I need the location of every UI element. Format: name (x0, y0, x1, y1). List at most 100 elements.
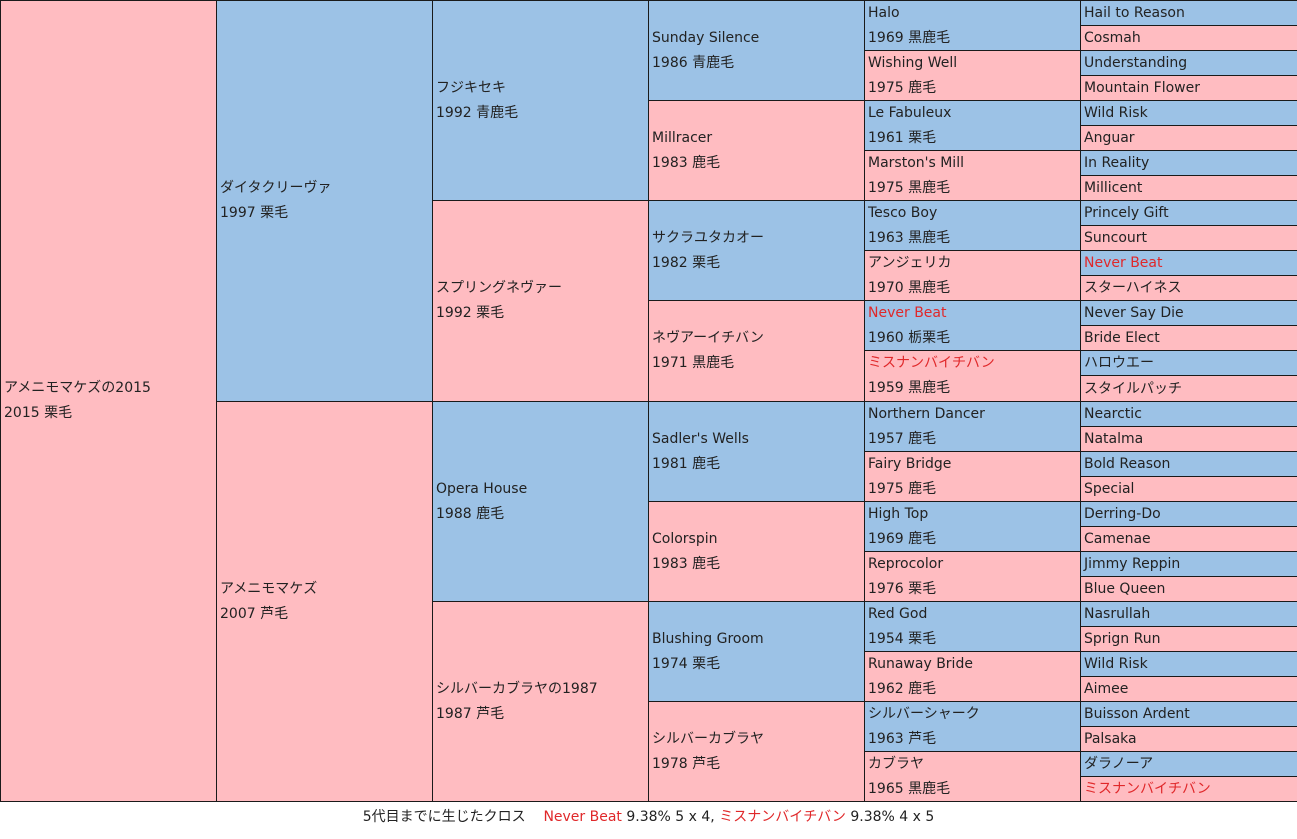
horse-name: In Reality (1084, 155, 1150, 171)
horse-birth-color: 1992 栗毛 (436, 305, 505, 321)
horse-name: Nearctic (1084, 406, 1142, 422)
pedigree-cell-gen5: Nasrullah (1080, 601, 1297, 627)
pedigree-cell-gen3: サクラユタカオー 1982 栗毛 (648, 200, 865, 301)
pedigree-cell-gen2: フジキセキ 1992 青鹿毛 (432, 0, 649, 201)
horse-name: Tesco Boy (868, 205, 938, 221)
horse-name: Nasrullah (1084, 606, 1151, 622)
pedigree-cell-gen4: ミスナンバイチバン 1959 黒鹿毛 (864, 350, 1081, 402)
horse-birth-color: 1957 鹿毛 (868, 431, 937, 447)
horse-birth-color: 1954 栗毛 (868, 631, 937, 647)
horse-name: シルバーカブラヤ (652, 730, 764, 747)
pedigree-cell-gen2: Opera House 1988 鹿毛 (432, 401, 649, 602)
horse-birth-color: 1987 芦毛 (436, 705, 505, 722)
horse-name: フジキセキ (436, 79, 506, 96)
horse-name: Fairy Bridge (868, 456, 952, 472)
horse-name: Sunday Silence (652, 29, 760, 46)
horse-name: Wild Risk (1084, 105, 1148, 121)
pedigree-cell-gen3: Sunday Silence 1986 青鹿毛 (648, 0, 865, 101)
horse-birth-color: 1975 鹿毛 (868, 481, 937, 497)
pedigree-cell-gen3: シルバーカブラヤ 1978 芦毛 (648, 701, 865, 802)
pedigree-cell-gen4: Wishing Well 1975 鹿毛 (864, 50, 1081, 101)
horse-name: High Top (868, 506, 929, 522)
pedigree-cell-gen5: Bold Reason (1080, 451, 1297, 477)
cross-summary: 5代目までに生じたクロス Never Beat 9.38% 5 x 4, ミスナ… (0, 806, 1297, 828)
pedigree-cell-gen4: Northern Dancer 1957 鹿毛 (864, 401, 1081, 452)
horse-name: Wild Risk (1084, 656, 1148, 672)
horse-name: Red God (868, 606, 928, 622)
horse-birth-color: 1965 黒鹿毛 (868, 781, 951, 797)
horse-birth-color: 1981 鹿毛 (652, 455, 721, 472)
horse-birth-color: 1978 芦毛 (652, 755, 721, 772)
horse-name: Mountain Flower (1084, 80, 1200, 96)
horse-name: ネヴアーイチバン (652, 330, 764, 346)
horse-name: Colorspin (652, 530, 718, 547)
pedigree-cell-gen5: Princely Gift (1080, 200, 1297, 226)
pedigree-cell-gen4: Marston's Mill 1975 黒鹿毛 (864, 150, 1081, 201)
pedigree-cell-gen3: Millracer 1983 鹿毛 (648, 100, 865, 201)
pedigree-chart: アメニモマケズの2015 2015 栗毛 ダイタクリーヴァ 1997 栗毛 アメニモマケ… (0, 0, 1297, 802)
horse-birth-color: 1960 栃栗毛 (868, 330, 951, 346)
pedigree-cell-gen5: Anguar (1080, 125, 1297, 151)
horse-name: Northern Dancer (868, 406, 985, 422)
pedigree-cell-gen3: Sadler's Wells 1981 鹿毛 (648, 401, 865, 502)
pedigree-cell-gen5: Never Say Die (1080, 300, 1297, 326)
horse-name: ダラノーア (1084, 756, 1154, 772)
cross-horse-name: Never Beat (543, 809, 622, 825)
horse-name: Sadler's Wells (652, 430, 749, 447)
horse-birth-color: 1971 黒鹿毛 (652, 355, 735, 371)
pedigree-cell-gen5: Palsaka (1080, 726, 1297, 752)
pedigree-cell-gen5: Blue Queen (1080, 576, 1297, 602)
pedigree-cell-gen5: ミスナンバイチバン (1080, 776, 1297, 802)
horse-name: サクラユタカオー (652, 229, 764, 246)
horse-birth-color: 1986 青鹿毛 (652, 54, 735, 71)
horse-birth-color: 2015 栗毛 (4, 405, 73, 421)
pedigree-cell-gen1: ダイタクリーヴァ 1997 栗毛 (216, 0, 433, 402)
pedigree-cell-gen4: Halo 1969 黒鹿毛 (864, 0, 1081, 51)
pedigree-cell-gen4: シルバーシャーク 1963 芦毛 (864, 701, 1081, 752)
pedigree-cell-gen0: アメニモマケズの2015 2015 栗毛 (0, 0, 217, 802)
horse-name: Wishing Well (868, 55, 958, 71)
pedigree-cell-gen5: Hail to Reason (1080, 0, 1297, 26)
pedigree-cell-gen4: Red God 1954 栗毛 (864, 601, 1081, 652)
horse-name: Opera House (436, 480, 528, 497)
horse-birth-color: 1962 鹿毛 (868, 681, 937, 697)
horse-name: Bold Reason (1084, 456, 1171, 472)
horse-name: Runaway Bride (868, 656, 973, 672)
horse-birth-color: 1983 鹿毛 (652, 154, 721, 171)
pedigree-cell-gen5: Bride Elect (1080, 325, 1297, 351)
horse-birth-color: 1974 栗毛 (652, 655, 721, 672)
horse-name: スタイルパッチ (1084, 380, 1182, 397)
cross-summary-prefix: 5代目までに生じたクロス (362, 809, 526, 825)
horse-name: Reprocolor (868, 556, 944, 572)
horse-birth-color: 1959 黒鹿毛 (868, 380, 951, 396)
horse-birth-color: 1982 栗毛 (652, 254, 721, 271)
pedigree-cell-gen4: Runaway Bride 1962 鹿毛 (864, 651, 1081, 702)
horse-name: Blue Queen (1084, 581, 1166, 597)
pedigree-cell-gen3: Blushing Groom 1974 栗毛 (648, 601, 865, 702)
horse-name: Hail to Reason (1084, 5, 1185, 21)
horse-name: アンジェリカ (868, 255, 952, 271)
horse-birth-color: 1983 鹿毛 (652, 555, 721, 572)
horse-name: スターハイネス (1084, 280, 1182, 296)
horse-name: Buisson Ardent (1084, 706, 1190, 722)
horse-name: Bride Elect (1084, 330, 1160, 346)
pedigree-cell-gen5: Wild Risk (1080, 651, 1297, 677)
pedigree-cell-gen5: Camenae (1080, 526, 1297, 552)
horse-name: Derring-Do (1084, 506, 1161, 522)
pedigree-cell-gen4: Le Fabuleux 1961 栗毛 (864, 100, 1081, 151)
pedigree-cell-gen2: シルバーカブラヤの1987 1987 芦毛 (432, 601, 649, 802)
horse-name: Marston's Mill (868, 155, 964, 171)
cross-horse-name: ミスナンバイチバン (719, 809, 846, 825)
pedigree-cell-gen5: ハロウエー (1080, 350, 1297, 376)
pedigree-cell-gen4: Reprocolor 1976 栗毛 (864, 551, 1081, 602)
pedigree-cell-gen4: Tesco Boy 1963 黒鹿毛 (864, 200, 1081, 251)
pedigree-cell-gen4: High Top 1969 鹿毛 (864, 501, 1081, 552)
horse-name: ミスナンバイチバン (1084, 781, 1211, 797)
cross-horse-detail: 9.38% 5 x 4, (626, 809, 715, 825)
pedigree-cell-gen4: Never Beat 1960 栃栗毛 (864, 300, 1081, 351)
horse-name: ダイタクリーヴァ (220, 180, 332, 196)
pedigree-cell-gen2: スプリングネヴァー 1992 栗毛 (432, 200, 649, 402)
horse-birth-color: 1963 芦毛 (868, 731, 937, 747)
horse-birth-color: 1975 黒鹿毛 (868, 180, 951, 196)
horse-birth-color: 2007 芦毛 (220, 605, 289, 622)
